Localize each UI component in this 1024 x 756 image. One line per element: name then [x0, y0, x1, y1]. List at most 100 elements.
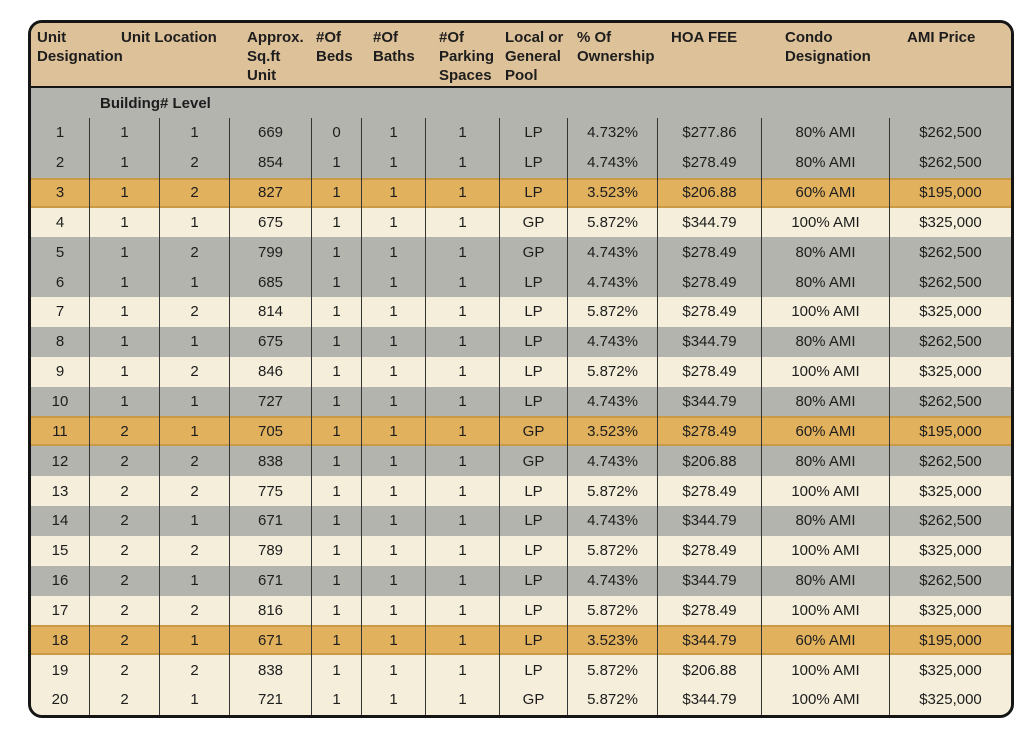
cell-ami-price: $262,500 — [889, 267, 1011, 298]
cell-building-number: 1 — [89, 326, 159, 357]
table-row: 12 2 2 838 1 1 1 GP 4.743% $206.88 80% A… — [31, 446, 1011, 477]
cell-pool: LP — [499, 118, 567, 148]
cell-approx-sqft: 721 — [229, 685, 311, 715]
cell-hoa-fee: $344.79 — [657, 386, 761, 417]
cell-ami-price: $325,000 — [889, 655, 1011, 686]
cell-building-number: 2 — [89, 595, 159, 626]
cell-hoa-fee: $344.79 — [657, 326, 761, 357]
building-level-subheader: Building# Level — [31, 88, 1011, 118]
table-row: 10 1 1 727 1 1 1 LP 4.743% $344.79 80% A… — [31, 386, 1011, 417]
cell-ownership: 5.872% — [567, 685, 657, 715]
cell-ami-price: $262,500 — [889, 446, 1011, 477]
table-row: 1 1 1 669 0 1 1 LP 4.732% $277.86 80% AM… — [31, 118, 1011, 148]
cell-ownership: 4.743% — [567, 147, 657, 178]
cell-baths: 1 — [361, 625, 425, 656]
cell-ami-price: $262,500 — [889, 505, 1011, 536]
cell-building-number: 2 — [89, 476, 159, 506]
cell-approx-sqft: 671 — [229, 505, 311, 536]
cell-approx-sqft: 727 — [229, 386, 311, 417]
cell-parking-spaces: 1 — [425, 476, 499, 506]
cell-beds: 1 — [311, 685, 361, 715]
col-header-hoa-fee: HOA FEE — [671, 29, 738, 46]
cell-parking-spaces: 1 — [425, 267, 499, 298]
cell-condo-designation: 80% AMI — [761, 446, 889, 477]
cell-approx-sqft: 789 — [229, 535, 311, 566]
cell-parking-spaces: 1 — [425, 446, 499, 477]
cell-approx-sqft: 814 — [229, 297, 311, 327]
cell-building-number: 2 — [89, 505, 159, 536]
cell-level: 1 — [159, 565, 229, 596]
cell-hoa-fee: $278.49 — [657, 535, 761, 566]
cell-condo-designation: 60% AMI — [761, 625, 889, 656]
cell-hoa-fee: $206.88 — [657, 655, 761, 686]
table-row: 11 2 1 705 1 1 1 GP 3.523% $278.49 60% A… — [31, 416, 1011, 447]
cell-beds: 0 — [311, 118, 361, 148]
cell-condo-designation: 80% AMI — [761, 505, 889, 536]
cell-approx-sqft: 675 — [229, 326, 311, 357]
cell-parking-spaces: 1 — [425, 147, 499, 178]
cell-ownership: 5.872% — [567, 207, 657, 238]
cell-pool: LP — [499, 147, 567, 178]
cell-approx-sqft: 775 — [229, 476, 311, 506]
col-header-pool: Local or General Pool — [505, 29, 564, 84]
cell-baths: 1 — [361, 207, 425, 238]
cell-pool: LP — [499, 505, 567, 536]
cell-ownership: 4.743% — [567, 237, 657, 268]
cell-parking-spaces: 1 — [425, 416, 499, 447]
col-header-parking-spaces: #Of Parking Spaces — [439, 29, 495, 84]
cell-beds: 1 — [311, 147, 361, 178]
cell-pool: GP — [499, 237, 567, 268]
cell-unit-designation: 5 — [55, 243, 65, 261]
cell-pool: LP — [499, 625, 567, 656]
cell-hoa-fee: $278.49 — [657, 267, 761, 298]
cell-building-number: 2 — [89, 446, 159, 477]
cell-condo-designation: 100% AMI — [761, 685, 889, 715]
cell-baths: 1 — [361, 685, 425, 715]
cell-parking-spaces: 1 — [425, 685, 499, 715]
building-level-label: Building# Level — [100, 94, 211, 112]
cell-hoa-fee: $278.49 — [657, 297, 761, 327]
cell-parking-spaces: 1 — [425, 505, 499, 536]
table-row: 2 1 2 854 1 1 1 LP 4.743% $278.49 80% AM… — [31, 147, 1011, 178]
cell-level: 2 — [159, 237, 229, 268]
cell-ami-price: $325,000 — [889, 476, 1011, 506]
table-body: 1 1 1 669 0 1 1 LP 4.732% $277.86 80% AM… — [31, 118, 1011, 715]
cell-unit-designation: 16 — [51, 572, 69, 590]
cell-hoa-fee: $344.79 — [657, 505, 761, 536]
cell-pool: GP — [499, 416, 567, 447]
cell-ownership: 4.743% — [567, 267, 657, 298]
cell-baths: 1 — [361, 177, 425, 208]
cell-ownership: 4.743% — [567, 446, 657, 477]
cell-condo-designation: 80% AMI — [761, 267, 889, 298]
table-row: 9 1 2 846 1 1 1 LP 5.872% $278.49 100% A… — [31, 356, 1011, 387]
col-header-approx-sqft: Approx. Sq.ft Unit — [247, 29, 304, 84]
cell-ami-price: $325,000 — [889, 595, 1011, 626]
cell-beds: 1 — [311, 446, 361, 477]
cell-approx-sqft: 671 — [229, 565, 311, 596]
cell-unit-designation: 19 — [51, 661, 69, 679]
table-row: 3 1 2 827 1 1 1 LP 3.523% $206.88 60% AM… — [31, 177, 1011, 208]
cell-baths: 1 — [361, 118, 425, 148]
cell-level: 1 — [159, 416, 229, 447]
cell-parking-spaces: 1 — [425, 118, 499, 148]
table-header-row: Unit Designation Unit Location Approx. S… — [31, 23, 1011, 88]
cell-baths: 1 — [361, 476, 425, 506]
col-header-beds: #Of Beds — [316, 29, 353, 65]
cell-ami-price: $195,000 — [889, 625, 1011, 656]
cell-level: 2 — [159, 476, 229, 506]
cell-unit-designation: 14 — [51, 512, 69, 530]
cell-baths: 1 — [361, 147, 425, 178]
col-header-condo-designation: Condo Designation — [785, 29, 871, 65]
cell-level: 2 — [159, 595, 229, 626]
cell-unit-designation: 1 — [55, 124, 65, 142]
cell-building-number: 2 — [89, 685, 159, 715]
cell-beds: 1 — [311, 535, 361, 566]
cell-baths: 1 — [361, 237, 425, 268]
cell-parking-spaces: 1 — [425, 356, 499, 387]
cell-beds: 1 — [311, 625, 361, 656]
col-header-ami-price: AMI Price — [907, 29, 976, 46]
cell-ami-price: $195,000 — [889, 177, 1011, 208]
cell-pool: LP — [499, 535, 567, 566]
cell-beds: 1 — [311, 237, 361, 268]
cell-condo-designation: 100% AMI — [761, 476, 889, 506]
